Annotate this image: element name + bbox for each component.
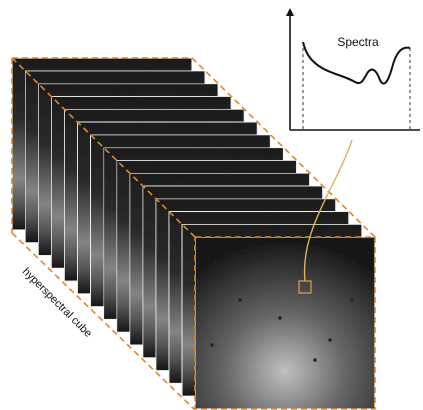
front-face bbox=[195, 237, 375, 409]
speck bbox=[350, 298, 354, 302]
speck bbox=[210, 343, 214, 347]
speck bbox=[313, 358, 317, 362]
speck bbox=[238, 298, 242, 302]
speck bbox=[328, 338, 332, 342]
speck bbox=[343, 266, 347, 270]
page: Spectra hyperspectral cube (() => { cons… bbox=[0, 0, 423, 410]
y-arrow bbox=[286, 8, 294, 16]
spectra-title: Spectra bbox=[337, 35, 379, 49]
spectra-panel: Spectra bbox=[286, 8, 420, 130]
diagram: Spectra hyperspectral cube bbox=[0, 0, 423, 410]
speck bbox=[213, 260, 217, 264]
speck bbox=[278, 316, 282, 320]
